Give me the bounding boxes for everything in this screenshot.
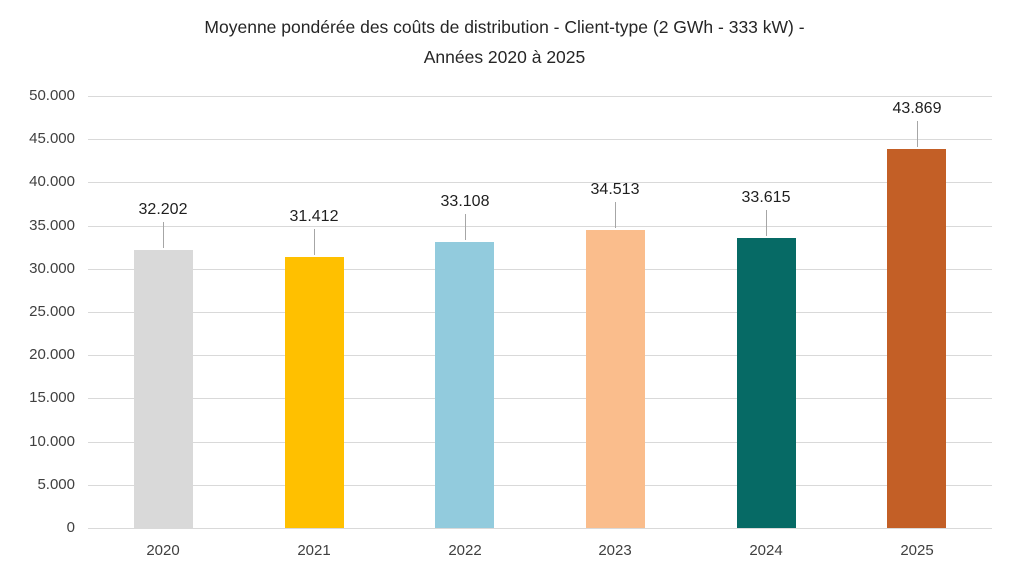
x-axis-tick-label: 2020 <box>146 542 180 559</box>
value-label-leader-line <box>465 214 466 240</box>
gridline <box>88 182 992 183</box>
gridline <box>88 398 992 399</box>
bar-value-label: 43.869 <box>892 100 942 117</box>
value-label-leader-line <box>615 202 616 228</box>
bar-2024 <box>737 238 796 528</box>
y-axis-tick-label: 15.000 <box>29 389 75 406</box>
x-axis-tick-label: 2025 <box>900 542 934 559</box>
y-axis-tick-label: 30.000 <box>29 260 75 277</box>
chart-title: Moyenne pondérée des coûts de distributi… <box>0 12 1009 72</box>
y-axis-tick-label: 40.000 <box>29 173 75 190</box>
y-axis-tick-label: 35.000 <box>29 217 75 234</box>
x-axis-tick-label: 2022 <box>448 542 482 559</box>
y-axis-tick-label: 50.000 <box>29 87 75 104</box>
y-axis-tick-label: 45.000 <box>29 130 75 147</box>
bar-2025 <box>887 149 946 528</box>
bar-2021 <box>285 257 344 528</box>
value-label-leader-line <box>917 121 918 147</box>
value-label-leader-line <box>766 210 767 236</box>
bar-value-label: 34.513 <box>590 181 640 198</box>
value-label-leader-line <box>163 222 164 248</box>
gridline <box>88 226 992 227</box>
chart-title-line2: Années 2020 à 2025 <box>423 47 586 67</box>
x-axis-tick-label: 2021 <box>297 542 331 559</box>
gridline <box>88 96 992 97</box>
gridline <box>88 355 992 356</box>
y-axis-tick-label: 20.000 <box>29 346 75 363</box>
gridline <box>88 312 992 313</box>
bar-value-label: 31.412 <box>289 208 339 225</box>
value-label-leader-line <box>314 229 315 255</box>
chart-title-line1: Moyenne pondérée des coûts de distributi… <box>204 17 805 37</box>
bar-2020 <box>134 250 193 528</box>
y-axis-tick-label: 10.000 <box>29 433 75 450</box>
gridline <box>88 139 992 140</box>
bar-value-label: 32.202 <box>138 201 188 218</box>
bar-2023 <box>586 230 645 528</box>
y-axis-tick-label: 25.000 <box>29 303 75 320</box>
gridline <box>88 442 992 443</box>
bar-2022 <box>435 242 494 528</box>
gridline <box>88 269 992 270</box>
bar-value-label: 33.108 <box>440 193 490 210</box>
y-axis-tick-label: 5.000 <box>37 476 75 493</box>
y-axis-tick-label: 0 <box>66 519 75 536</box>
x-axis-tick-label: 2024 <box>749 542 783 559</box>
x-axis-tick-label: 2023 <box>598 542 632 559</box>
x-axis-line <box>88 528 992 529</box>
bar-value-label: 33.615 <box>741 189 791 206</box>
gridline <box>88 485 992 486</box>
